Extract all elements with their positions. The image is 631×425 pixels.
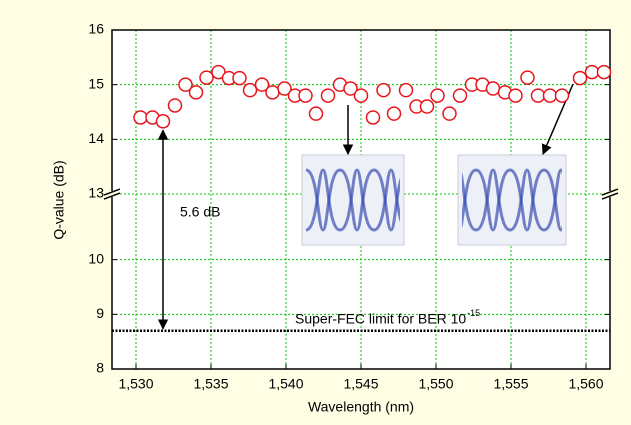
data-point	[521, 71, 534, 84]
y-tick-label: 9	[96, 305, 104, 321]
data-point	[598, 66, 611, 79]
limit-label-exponent: -15	[467, 308, 480, 318]
data-point	[509, 89, 522, 102]
y-axis-label: Q-value (dB)	[51, 160, 67, 239]
data-point	[299, 89, 312, 102]
data-point	[556, 89, 569, 102]
data-point	[367, 111, 380, 124]
data-point	[544, 89, 557, 102]
limit-label: Super-FEC limit for BER 10	[295, 310, 466, 326]
data-point	[443, 107, 456, 120]
data-point	[421, 100, 434, 113]
data-point	[322, 89, 335, 102]
data-point	[244, 84, 257, 97]
data-point	[355, 89, 368, 102]
data-point	[574, 72, 587, 85]
data-point	[200, 71, 213, 84]
margin-label: 5.6 dB	[180, 204, 220, 220]
data-point	[454, 89, 467, 102]
data-point	[377, 84, 390, 97]
data-point	[266, 86, 279, 99]
data-point	[388, 107, 401, 120]
chart: Wavelength (nm) Q-value (dB) 5.6 dB Supe…	[0, 0, 631, 425]
eye	[462, 163, 562, 243]
y-tick-label: 15	[88, 75, 104, 91]
x-axis-label: Wavelength (nm)	[308, 399, 414, 415]
data-point	[134, 111, 147, 124]
data-point	[310, 107, 323, 120]
eye	[306, 163, 400, 243]
x-tick-label: 1,535	[193, 376, 228, 392]
y-tick-label: 16	[88, 21, 104, 37]
data-point	[169, 99, 182, 112]
data-point	[431, 89, 444, 102]
y-tick-label: 8	[96, 360, 104, 376]
data-point	[532, 89, 545, 102]
eye-diagram-left	[302, 155, 404, 245]
x-tick-label: 1,555	[493, 376, 528, 392]
data-point	[190, 86, 203, 99]
y-tick-label: 14	[88, 130, 104, 146]
data-point	[157, 115, 170, 128]
data-point	[400, 84, 413, 97]
x-tick-label: 1,560	[568, 376, 603, 392]
eye-diagram-right	[458, 155, 566, 245]
y-tick-label: 10	[88, 250, 104, 266]
y-tick-label: 13	[88, 185, 104, 201]
data-point	[233, 72, 246, 85]
x-tick-label: 1,550	[418, 376, 453, 392]
x-tick-label: 1,540	[268, 376, 303, 392]
data-point	[586, 66, 599, 79]
data-point	[487, 82, 500, 95]
x-tick-label: 1,545	[343, 376, 378, 392]
x-tick-label: 1,530	[118, 376, 153, 392]
